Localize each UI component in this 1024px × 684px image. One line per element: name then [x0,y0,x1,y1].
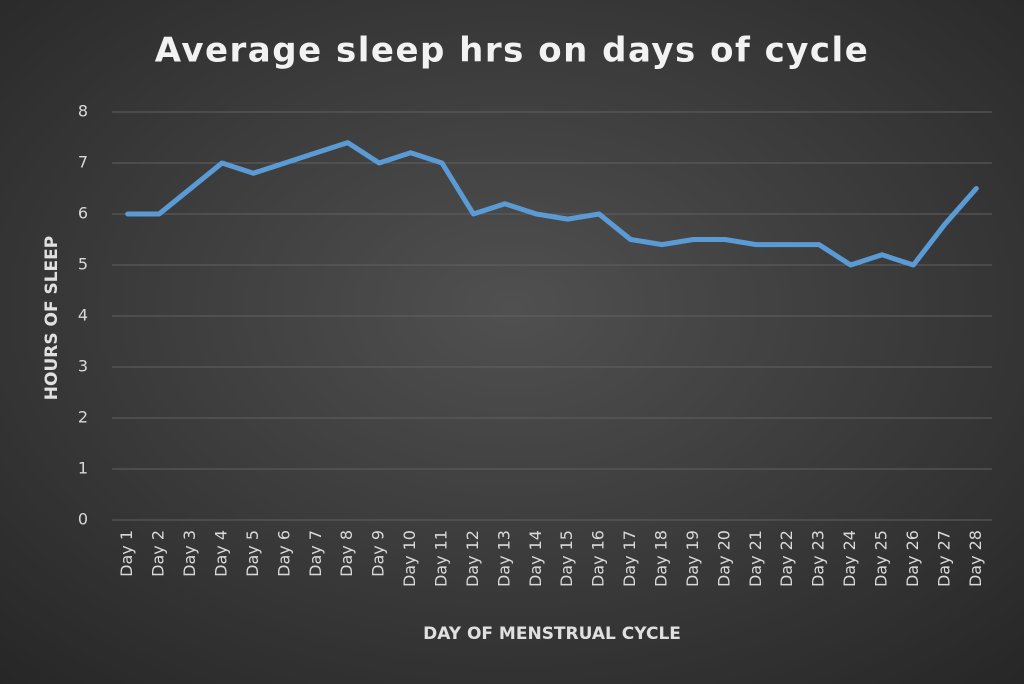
x-tick-label: Day 15 [557,530,576,587]
x-tick-label: Day 5 [243,530,262,577]
x-tick-label: Day 26 [903,530,922,587]
plot-area: 0 1 2 3 4 5 6 7 8 Day 1 Day 2 Day 3 Day 4 Day 5 Day 6 D… [78,102,992,587]
x-tick-label: Day 1 [117,530,136,577]
y-tick-label: 5 [78,255,88,274]
x-tick-label: Day 11 [432,530,451,587]
y-axis-title: HOURS OF SLEEP [42,236,62,400]
x-tick-label: Day 7 [306,530,325,577]
y-tick-label: 3 [78,357,88,376]
x-tick-label: Day 3 [180,530,199,577]
x-tick-label: Day 2 [149,530,168,577]
chart-title: Average sleep hrs on days of cycle [155,31,870,71]
y-tick-label: 0 [78,510,88,529]
x-tick-label: Day 28 [966,530,985,587]
y-tick-label: 8 [78,102,88,121]
x-tick-label: Day 17 [620,530,639,587]
x-tick-label: Day 24 [840,530,859,587]
y-tick-label: 2 [78,408,88,427]
x-tick-label: Day 27 [934,530,953,587]
x-tick-label: Day 9 [369,530,388,577]
y-tick-label: 4 [78,306,88,325]
y-tick-label: 6 [78,204,88,223]
data-line [125,140,979,268]
x-tick-label: Day 21 [746,530,765,587]
x-tick-label: Day 8 [337,530,356,577]
x-tick-label: Day 20 [714,530,733,587]
x-axis-title: DAY OF MENSTRUAL CYCLE [423,624,681,644]
y-tick-label: 7 [78,153,88,172]
x-tick-label: Day 10 [400,530,419,587]
x-tick-label: Day 19 [683,530,702,587]
x-tick-label: Day 4 [212,530,231,577]
x-tick-label: Day 12 [463,530,482,587]
x-tick-label: Day 25 [872,530,891,587]
x-tick-label: Day 23 [809,530,828,587]
x-tick-label: Day 13 [494,530,513,587]
y-tick-label: 1 [78,459,88,478]
x-tick-label: Day 6 [274,530,293,577]
x-tick-label: Day 14 [526,530,545,587]
x-tick-label: Day 22 [777,530,796,587]
x-tick-label: Day 18 [652,530,671,587]
x-tick-label: Day 16 [589,530,608,587]
